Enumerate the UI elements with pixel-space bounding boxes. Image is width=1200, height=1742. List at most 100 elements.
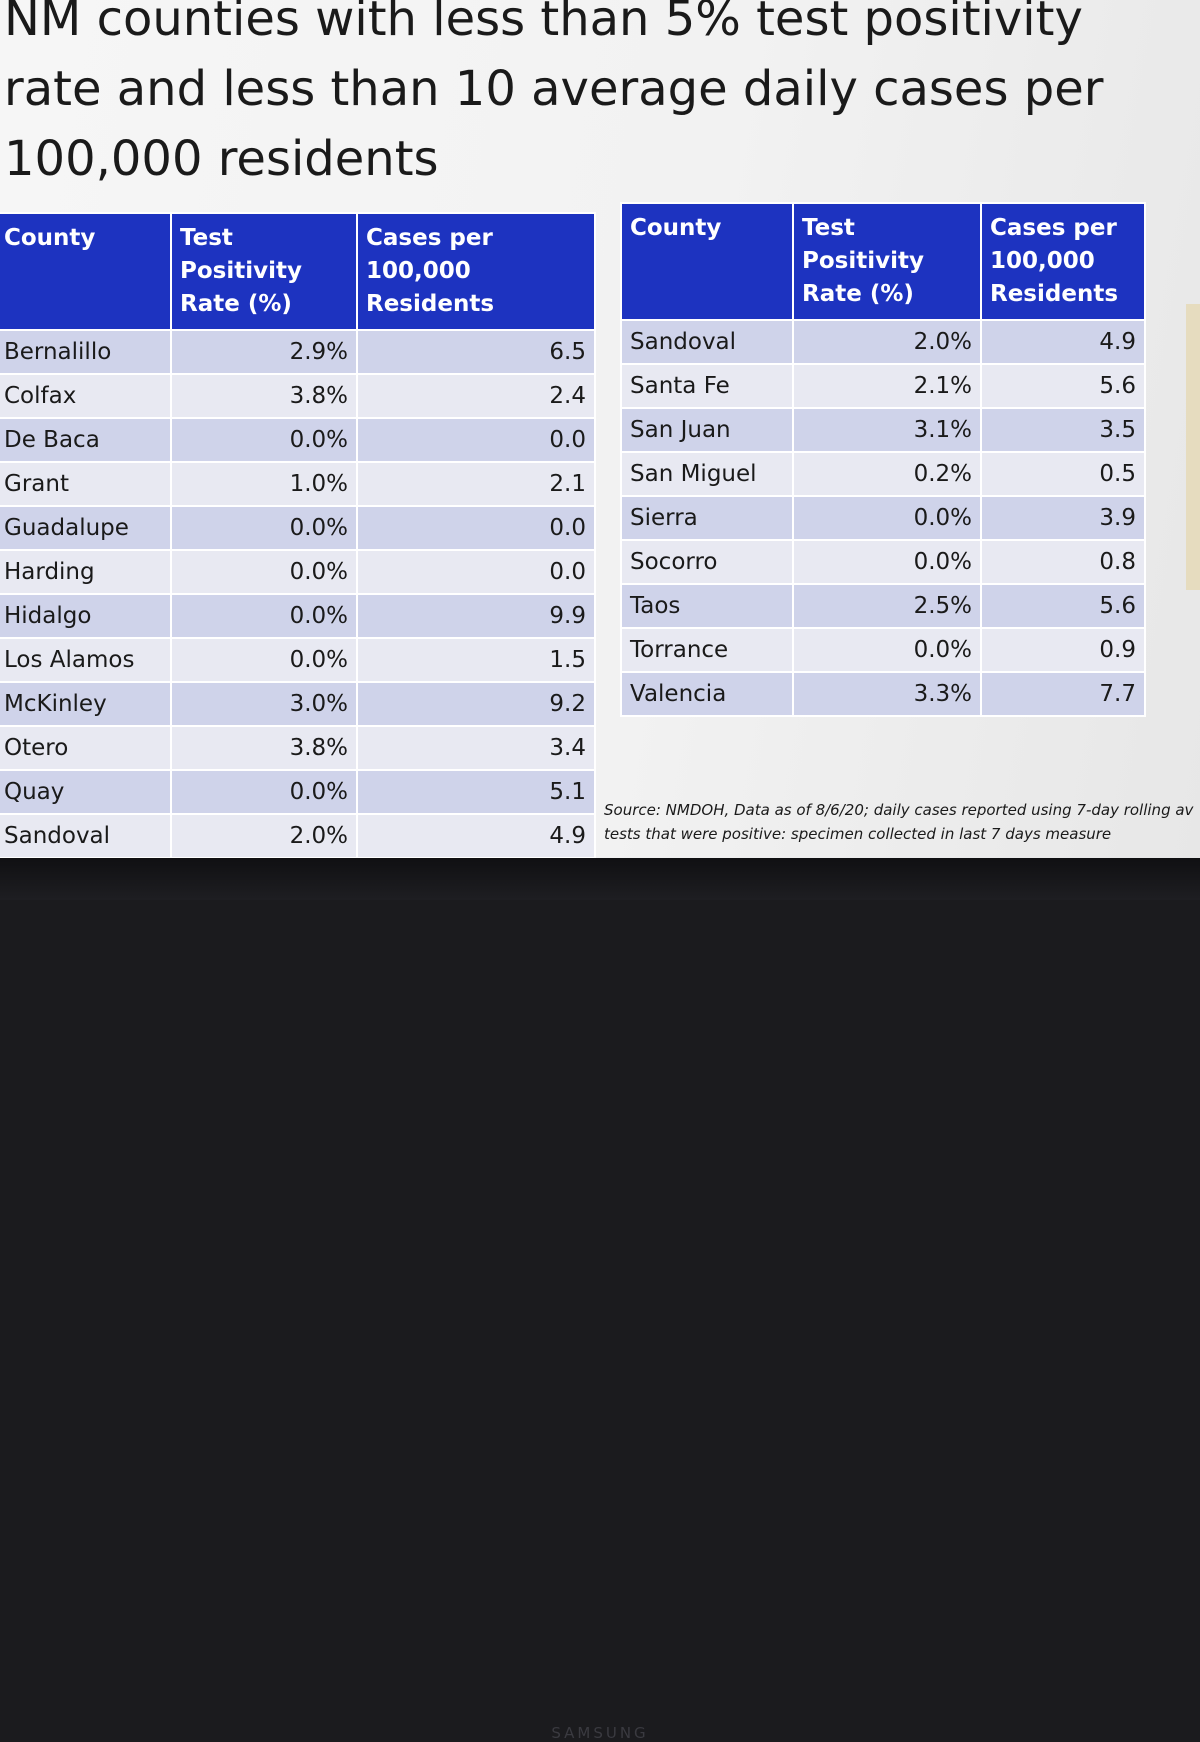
cases-per-100k-cell: 5.1 [356,769,596,815]
county-cell: Santa Fe [620,363,794,409]
test-positivity-cell: 0.0% [170,637,358,683]
cases-per-100k-cell: 4.9 [980,319,1146,365]
test-positivity-cell: 3.3% [792,671,982,717]
cases-per-100k-cell: 2.4 [356,373,596,419]
county-cell: Taos [620,583,794,629]
county-cell: Quay [0,769,172,815]
table-row: Sandoval 2.0% 4.9 [0,813,596,858]
county-cell: San Juan [620,407,794,453]
table-row: Valencia 3.3% 7.7 [620,671,1146,717]
county-cell: Bernalillo [0,329,172,375]
cases-per-100k-cell: 0.8 [980,539,1146,585]
cases-per-100k-cell: 4.9 [356,813,596,858]
test-positivity-cell: 0.2% [792,451,982,497]
monitor-bezel: SAMSUNG [0,858,1200,1742]
test-positivity-cell: 0.0% [170,769,358,815]
table-row: Bernalillo 2.9% 6.5 [0,329,596,375]
cases-per-100k-cell: 0.0 [356,417,596,463]
table-row: Quay 0.0% 5.1 [0,769,596,815]
test-positivity-cell: 2.1% [792,363,982,409]
table-row: Guadalupe 0.0% 0.0 [0,505,596,551]
county-cell: Los Alamos [0,637,172,683]
left-table-body: Bernalillo 2.9% 6.5 Colfax 3.8% 2.4 De Baca 0.0… [0,329,596,858]
column-header-county: County [620,202,794,321]
cases-per-100k-cell: 5.6 [980,363,1146,409]
test-positivity-cell: 2.0% [170,813,358,858]
table-row: Colfax 3.8% 2.4 [0,373,596,419]
county-cell: McKinley [0,681,172,727]
county-cell: Socorro [620,539,794,585]
county-cell: Sandoval [620,319,794,365]
cases-per-100k-cell: 0.0 [356,549,596,595]
test-positivity-cell: 0.0% [792,539,982,585]
test-positivity-cell: 2.0% [792,319,982,365]
test-positivity-cell: 3.0% [170,681,358,727]
table-row: Taos 2.5% 5.6 [620,583,1146,629]
test-positivity-cell: 3.8% [170,725,358,771]
column-header-test-positivity: Test Positivity Rate (%) [170,212,358,331]
right-county-table: County Test Positivity Rate (%) Cases pe… [620,202,1146,717]
table-row: Grant 1.0% 2.1 [0,461,596,507]
left-county-table: County Test Positivity Rate (%) Cases pe… [0,212,596,858]
table-header-row: County Test Positivity Rate (%) Cases pe… [620,202,1146,321]
test-positivity-cell: 0.0% [170,417,358,463]
county-cell: Otero [0,725,172,771]
county-cell: Sierra [620,495,794,541]
cases-per-100k-cell: 3.9 [980,495,1146,541]
test-positivity-cell: 0.0% [792,495,982,541]
table-row: Torrance 0.0% 0.9 [620,627,1146,673]
cases-per-100k-cell: 5.6 [980,583,1146,629]
test-positivity-cell: 2.9% [170,329,358,375]
test-positivity-cell: 3.1% [792,407,982,453]
county-cell: Hidalgo [0,593,172,639]
cases-per-100k-cell: 3.4 [356,725,596,771]
cases-per-100k-cell: 9.2 [356,681,596,727]
test-positivity-cell: 3.8% [170,373,358,419]
county-cell: Torrance [620,627,794,673]
table-row: San Juan 3.1% 3.5 [620,407,1146,453]
table-row: Otero 3.8% 3.4 [0,725,596,771]
county-cell: De Baca [0,417,172,463]
table-row: Sandoval 2.0% 4.9 [620,319,1146,365]
slide-title: NM counties with less than 5% test posit… [4,0,1104,187]
county-cell: Valencia [620,671,794,717]
county-cell: Grant [0,461,172,507]
test-positivity-cell: 2.5% [792,583,982,629]
table-header-row: County Test Positivity Rate (%) Cases pe… [0,212,596,331]
cases-per-100k-cell: 6.5 [356,329,596,375]
cases-per-100k-cell: 0.9 [980,627,1146,673]
table-row: Socorro 0.0% 0.8 [620,539,1146,585]
background-frame-edge [1186,304,1200,590]
table-row: Santa Fe 2.1% 5.6 [620,363,1146,409]
county-cell: San Miguel [620,451,794,497]
column-header-cases-per-100k: Cases per 100,000 Residents [356,212,596,331]
cases-per-100k-cell: 0.5 [980,451,1146,497]
table-row: San Miguel 0.2% 0.5 [620,451,1146,497]
test-positivity-cell: 0.0% [170,549,358,595]
column-header-test-positivity: Test Positivity Rate (%) [792,202,982,321]
cases-per-100k-cell: 9.9 [356,593,596,639]
cases-per-100k-cell: 7.7 [980,671,1146,717]
monitor-brand-logo: SAMSUNG [551,1724,649,1742]
table-row: De Baca 0.0% 0.0 [0,417,596,463]
test-positivity-cell: 0.0% [170,505,358,551]
slide-screen: NM counties with less than 5% test posit… [0,0,1200,858]
cases-per-100k-cell: 1.5 [356,637,596,683]
table-row: Sierra 0.0% 3.9 [620,495,1146,541]
cases-per-100k-cell: 3.5 [980,407,1146,453]
table-row: McKinley 3.0% 9.2 [0,681,596,727]
column-header-county: County [0,212,172,331]
test-positivity-cell: 0.0% [170,593,358,639]
column-header-cases-per-100k: Cases per 100,000 Residents [980,202,1146,321]
cases-per-100k-cell: 2.1 [356,461,596,507]
table-row: Harding 0.0% 0.0 [0,549,596,595]
cases-per-100k-cell: 0.0 [356,505,596,551]
source-line-2: tests that were positive: specimen colle… [604,825,1112,843]
county-cell: Guadalupe [0,505,172,551]
county-cell: Harding [0,549,172,595]
right-table-body: Sandoval 2.0% 4.9 Santa Fe 2.1% 5.6 San Juan 3.… [620,319,1146,717]
test-positivity-cell: 0.0% [792,627,982,673]
test-positivity-cell: 1.0% [170,461,358,507]
source-note: Source: NMDOH, Data as of 8/6/20; daily … [604,798,1200,846]
county-cell: Colfax [0,373,172,419]
